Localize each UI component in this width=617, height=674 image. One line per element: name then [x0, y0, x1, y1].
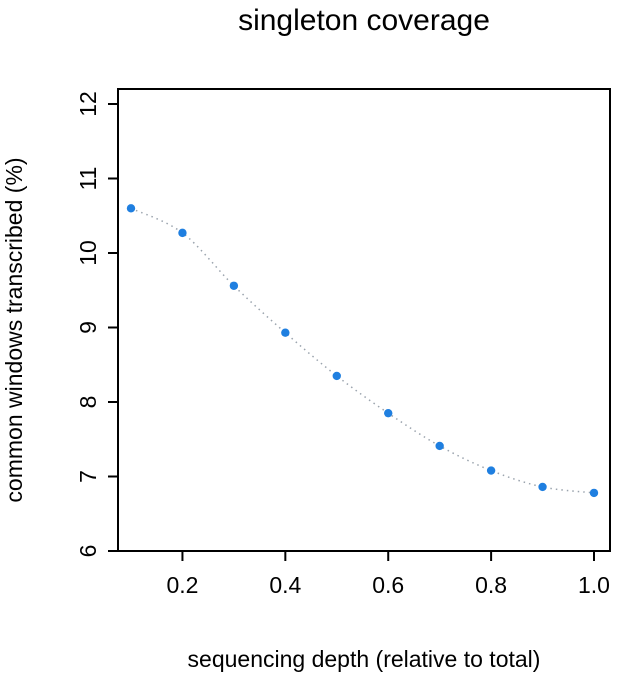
data-point [486, 466, 496, 475]
data-point [384, 408, 393, 418]
y-tick-label: 10 [75, 240, 101, 266]
trend-line [130, 207, 595, 494]
data-point [281, 328, 290, 337]
data-point [435, 441, 444, 451]
data-point [126, 204, 136, 213]
plot-frame [117, 88, 611, 552]
y-tick-label: 6 [75, 545, 101, 558]
y-tick-label: 11 [75, 167, 101, 191]
x-tick-label: 0.6 [372, 572, 404, 598]
x-tick-label: 0.4 [269, 572, 301, 598]
data-point [229, 281, 239, 290]
x-tick-label: 0.2 [166, 572, 198, 598]
data-point [332, 371, 341, 381]
data-points [126, 204, 599, 498]
y-tick-label: 7 [75, 470, 101, 483]
y-tick-label: 12 [75, 91, 101, 117]
x-tick-label: 1.0 [578, 572, 610, 598]
data-point [589, 488, 599, 498]
x-tick-label: 0.8 [475, 572, 507, 598]
y-axis-title: common windows transcribed (%) [1, 157, 27, 502]
x-axis: 0.2 0.4 0.6 0.8 1.0 [166, 551, 610, 598]
data-point [538, 482, 547, 492]
y-axis: 6 7 8 9 10 11 12 [75, 91, 118, 557]
x-axis-title: sequencing depth (relative to total) [188, 646, 541, 672]
data-point [178, 228, 187, 238]
y-tick-label: 8 [75, 396, 101, 409]
chart-title: singleton coverage [238, 4, 490, 37]
y-tick-label: 9 [75, 321, 101, 334]
